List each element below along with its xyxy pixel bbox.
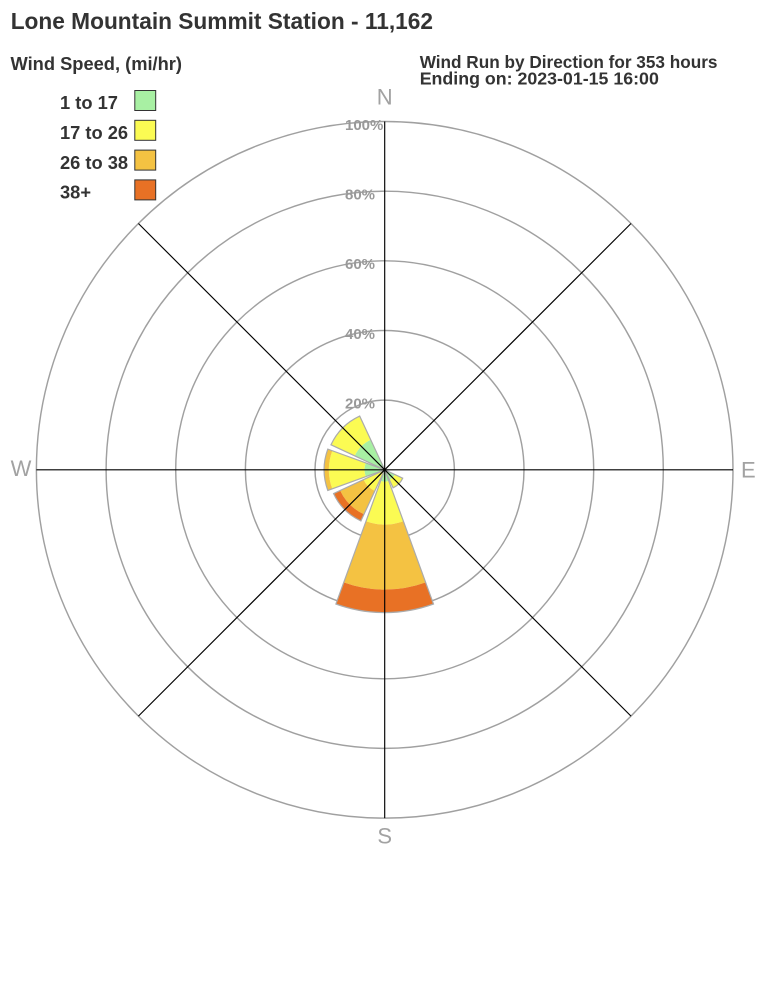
svg-text:N: N	[377, 85, 393, 110]
svg-text:20%: 20%	[345, 395, 375, 412]
svg-text:Lone Mountain Summit Station -: Lone Mountain Summit Station - 11,162	[11, 8, 433, 34]
svg-text:80%: 80%	[345, 187, 375, 204]
svg-text:Wind Speed, (mi/hr): Wind Speed, (mi/hr)	[11, 53, 182, 74]
svg-text:38+: 38+	[60, 182, 91, 203]
svg-text:1 to 17: 1 to 17	[60, 92, 118, 113]
svg-text:Ending on: 2023-01-15 16:00: Ending on: 2023-01-15 16:00	[420, 69, 659, 89]
svg-text:40%: 40%	[345, 326, 375, 343]
svg-text:17 to 26: 17 to 26	[60, 122, 128, 143]
svg-text:E: E	[741, 458, 756, 483]
svg-text:S: S	[377, 824, 392, 849]
svg-text:Wind Run by Direction for 353: Wind Run by Direction for 353 hours	[420, 52, 718, 72]
svg-text:100%: 100%	[345, 117, 383, 134]
svg-text:W: W	[11, 456, 32, 481]
svg-text:26 to 38: 26 to 38	[60, 152, 128, 173]
svg-text:60%: 60%	[345, 256, 375, 273]
